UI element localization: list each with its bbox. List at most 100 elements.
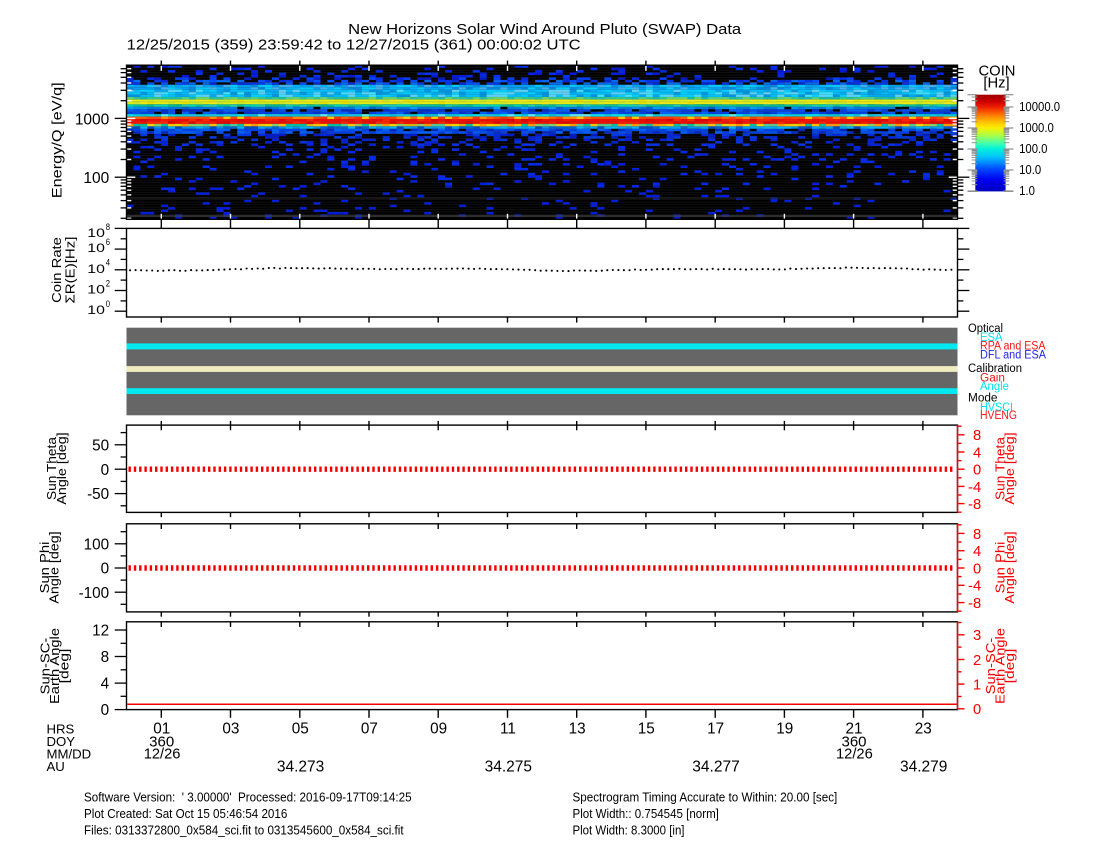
svg-text:19: 19 <box>776 721 793 738</box>
svg-text:Calibration: Calibration <box>968 363 1022 375</box>
svg-text:34.279: 34.279 <box>900 759 947 776</box>
svg-text:10: 10 <box>87 226 105 240</box>
svg-text:23: 23 <box>915 721 932 738</box>
svg-text:Files: 0313372800_0x584_sci.fi: Files: 0313372800_0x584_sci.fit to 03135… <box>84 824 404 838</box>
svg-text:10: 10 <box>87 303 105 317</box>
svg-text:Angle [deg]: Angle [deg] <box>54 432 69 504</box>
svg-text:Angle [deg]: Angle [deg] <box>1002 432 1017 504</box>
svg-text:09: 09 <box>430 721 447 738</box>
svg-text:DFL and ESA: DFL and ESA <box>980 349 1046 361</box>
svg-text:[Hz]: [Hz] <box>983 76 1009 92</box>
svg-text:12/26: 12/26 <box>836 747 873 763</box>
svg-text:21: 21 <box>845 721 862 738</box>
svg-text:03: 03 <box>222 721 239 738</box>
svg-text:4: 4 <box>101 676 110 693</box>
svg-text:100: 100 <box>83 170 109 187</box>
svg-text:Sun Phi: Sun Phi <box>37 541 52 593</box>
svg-text:50: 50 <box>92 437 109 454</box>
svg-text:Sun Phi: Sun Phi <box>992 541 1007 593</box>
svg-text:6: 6 <box>106 237 110 247</box>
svg-text:-8: -8 <box>968 497 981 513</box>
svg-text:New Horizons Solar Wind Around: New Horizons Solar Wind Around Pluto (SW… <box>348 21 742 38</box>
svg-text:DOY: DOY <box>47 734 76 749</box>
svg-text:2: 2 <box>973 653 981 669</box>
svg-text:-50: -50 <box>87 486 109 503</box>
svg-text:-4: -4 <box>968 480 981 496</box>
svg-text:8: 8 <box>973 428 981 444</box>
svg-text:10.0: 10.0 <box>1019 162 1041 177</box>
svg-text:10000.0: 10000.0 <box>1019 99 1060 114</box>
svg-text:13: 13 <box>569 721 586 738</box>
svg-text:0: 0 <box>101 462 110 479</box>
svg-text:COIN: COIN <box>979 63 1016 79</box>
svg-text:34.273: 34.273 <box>277 759 324 776</box>
svg-text:100: 100 <box>84 536 110 553</box>
svg-text:Plot Created: Sat Oct 15 05:46: Plot Created: Sat Oct 15 05:46:54 2016 <box>84 807 287 821</box>
svg-text:17: 17 <box>707 721 724 738</box>
svg-text:11: 11 <box>500 721 516 738</box>
svg-text:Gain: Gain <box>980 373 1005 385</box>
svg-text:Energy/Q [eV/q]: Energy/Q [eV/q] <box>49 82 65 198</box>
svg-text:Plot Width: 8.3000 [in]: Plot Width: 8.3000 [in] <box>573 824 685 838</box>
svg-text:Software Version: ' 3.00000': Software Version: ' 3.00000' Processed: … <box>84 790 412 804</box>
svg-text:HRS: HRS <box>47 721 75 736</box>
svg-text:4: 4 <box>973 544 981 560</box>
svg-text:Plot Width:: 0.754545 [norm]: Plot Width:: 0.754545 [norm] <box>573 807 719 821</box>
svg-text:-4: -4 <box>968 579 981 595</box>
svg-text:360: 360 <box>841 733 866 750</box>
svg-text:-100: -100 <box>79 585 110 602</box>
svg-text:4: 4 <box>106 258 110 268</box>
svg-text:0: 0 <box>973 463 981 479</box>
svg-text:Angle [deg]: Angle [deg] <box>1002 531 1017 603</box>
svg-text:07: 07 <box>361 721 378 738</box>
svg-text:10: 10 <box>87 241 105 255</box>
svg-text:12: 12 <box>92 623 109 640</box>
svg-text:34.275: 34.275 <box>485 759 532 776</box>
svg-text:8: 8 <box>106 222 110 232</box>
svg-text:[deg]: [deg] <box>1002 649 1017 684</box>
svg-text:ESA: ESA <box>980 332 1003 344</box>
svg-text:100.0: 100.0 <box>1019 141 1047 156</box>
svg-text:34.277: 34.277 <box>692 759 739 776</box>
svg-text:1000.0: 1000.0 <box>1019 120 1054 135</box>
svg-text:Earth Angle: Earth Angle <box>47 628 62 704</box>
svg-text:10: 10 <box>87 262 105 276</box>
svg-text:Angle [deg]: Angle [deg] <box>46 531 61 603</box>
svg-text:0: 0 <box>973 702 981 718</box>
svg-text:Spectrogram Timing Accurate to: Spectrogram Timing Accurate to Within: 2… <box>573 790 838 804</box>
svg-text:Mode: Mode <box>968 392 998 404</box>
svg-text:0: 0 <box>973 561 981 577</box>
svg-text:ΣR(E)[Hz]: ΣR(E)[Hz] <box>63 237 78 304</box>
svg-text:MM/DD: MM/DD <box>47 746 92 761</box>
svg-text:0: 0 <box>101 561 110 578</box>
svg-text:12/26: 12/26 <box>144 747 181 763</box>
svg-text:Sun-SC-: Sun-SC- <box>38 638 53 695</box>
svg-text:RPA and ESA: RPA and ESA <box>980 341 1046 353</box>
svg-text:HVENG: HVENG <box>980 410 1017 422</box>
svg-text:1: 1 <box>973 678 981 694</box>
svg-text:[deg]: [deg] <box>57 649 72 684</box>
svg-text:Coin Rate: Coin Rate <box>49 237 64 303</box>
svg-text:2: 2 <box>106 278 110 288</box>
svg-text:Sun Theta: Sun Theta <box>44 436 59 500</box>
svg-text:HVSCI: HVSCI <box>980 402 1013 414</box>
svg-text:4: 4 <box>973 445 981 461</box>
svg-text:15: 15 <box>638 721 655 738</box>
svg-text:Optical: Optical <box>968 323 1003 335</box>
svg-text:Earth Angle: Earth Angle <box>993 628 1008 704</box>
svg-text:-8: -8 <box>968 596 981 612</box>
svg-text:Sun Theta: Sun Theta <box>992 436 1007 500</box>
svg-text:1.0: 1.0 <box>1019 183 1035 198</box>
svg-text:10: 10 <box>87 283 105 297</box>
svg-text:Angle: Angle <box>980 381 1009 393</box>
svg-text:0: 0 <box>106 299 110 309</box>
svg-text:8: 8 <box>101 649 110 666</box>
svg-text:AU: AU <box>47 759 65 774</box>
svg-text:Sun-SC-: Sun-SC- <box>983 638 998 695</box>
svg-text:01: 01 <box>153 721 170 738</box>
svg-text:8: 8 <box>973 527 981 543</box>
svg-text:12/25/2015 (359) 23:59:42 to 1: 12/25/2015 (359) 23:59:42 to 12/27/2015 … <box>127 37 581 54</box>
svg-text:05: 05 <box>292 721 309 738</box>
svg-text:0: 0 <box>101 702 110 719</box>
svg-text:3: 3 <box>973 628 981 644</box>
